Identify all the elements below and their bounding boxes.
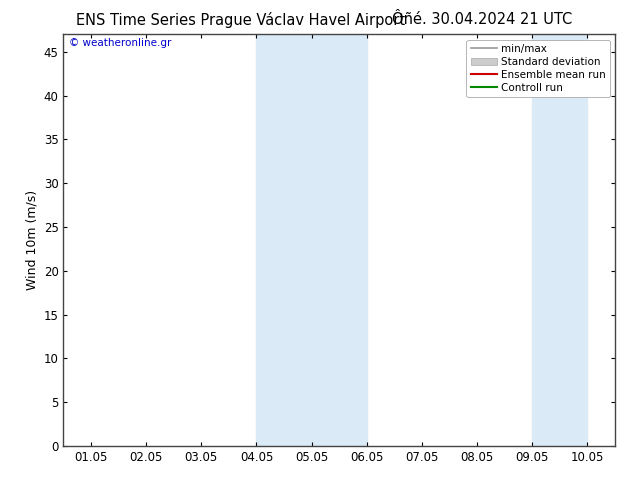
Text: © weatheronline.gr: © weatheronline.gr [69,38,171,49]
Text: ENS Time Series Prague Václav Havel Airport: ENS Time Series Prague Václav Havel Airp… [76,12,406,28]
Text: Ôñé. 30.04.2024 21 UTC: Ôñé. 30.04.2024 21 UTC [392,12,572,27]
Bar [256,34,312,446]
Bar [312,34,367,446]
Y-axis label: Wind 10m (m/s): Wind 10m (m/s) [25,190,38,290]
Bar [533,34,588,446]
Legend: min/max, Standard deviation, Ensemble mean run, Controll run: min/max, Standard deviation, Ensemble me… [467,40,610,97]
